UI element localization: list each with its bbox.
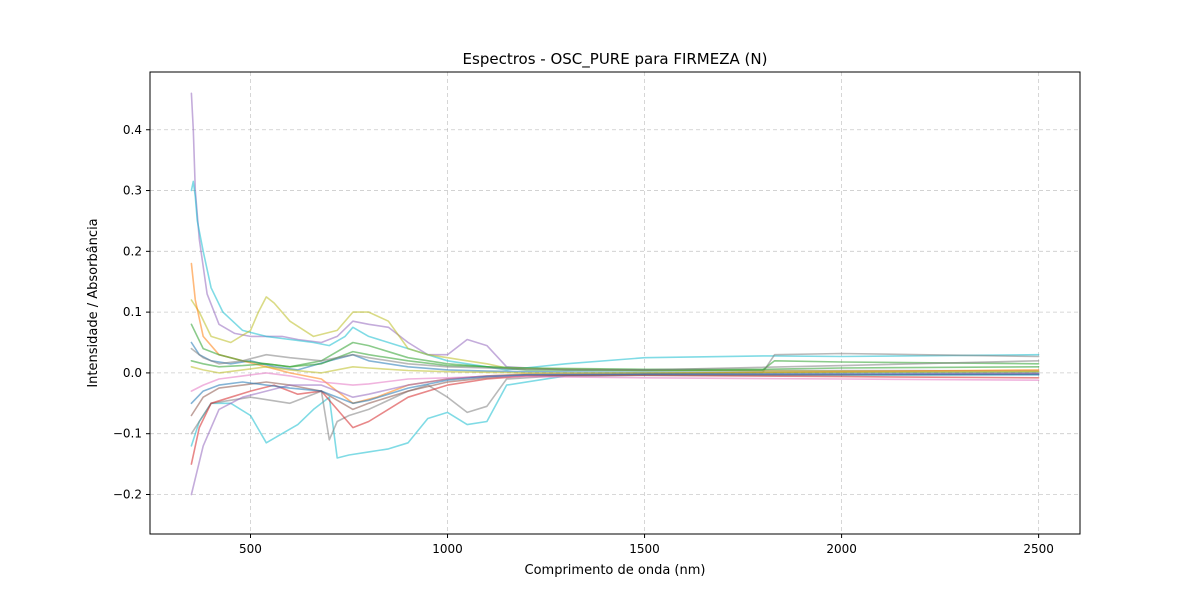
y-tick-label: 0.4 — [123, 123, 142, 137]
spectrum-series-line — [190, 323, 1040, 372]
x-tick-label: 500 — [239, 542, 262, 556]
y-tick-label: 0.0 — [123, 366, 142, 380]
x-tick-label: 1000 — [432, 542, 463, 556]
chart-title: Espectros - OSC_PURE para FIRMEZA (N) — [463, 50, 768, 69]
y-tick-label: 0.1 — [123, 305, 142, 319]
x-axis-label: Comprimento de onda (nm) — [525, 563, 706, 578]
x-tick-label: 2500 — [1023, 542, 1054, 556]
spectrum-series-line — [190, 366, 1040, 374]
spectrum-series-line — [190, 373, 1040, 459]
axes-frame — [149, 71, 1081, 535]
spectrum-series-line — [190, 296, 1040, 372]
y-axis-label: Intensidade / Absorbância — [86, 218, 101, 387]
y-tick-label: −0.2 — [113, 487, 142, 501]
y-tick-label: −0.1 — [113, 427, 142, 441]
y-tick-label: 0.3 — [123, 184, 142, 198]
spectrum-series-line — [190, 373, 1040, 405]
spectrum-series-line — [190, 372, 1040, 392]
plot-area — [190, 92, 1040, 496]
spectrum-series-line — [190, 347, 1040, 371]
y-axis: −0.2 −0.1 0.0 0.1 0.2 0.3 0.4 — [113, 123, 150, 501]
x-tick-label: 2000 — [826, 542, 857, 556]
y-tick-label: 0.2 — [123, 244, 142, 258]
x-axis: 500 1000 1500 2000 2500 — [239, 534, 1054, 556]
x-tick-label: 1500 — [629, 542, 660, 556]
spectrum-series-line — [190, 180, 1040, 371]
grid — [150, 72, 1080, 534]
